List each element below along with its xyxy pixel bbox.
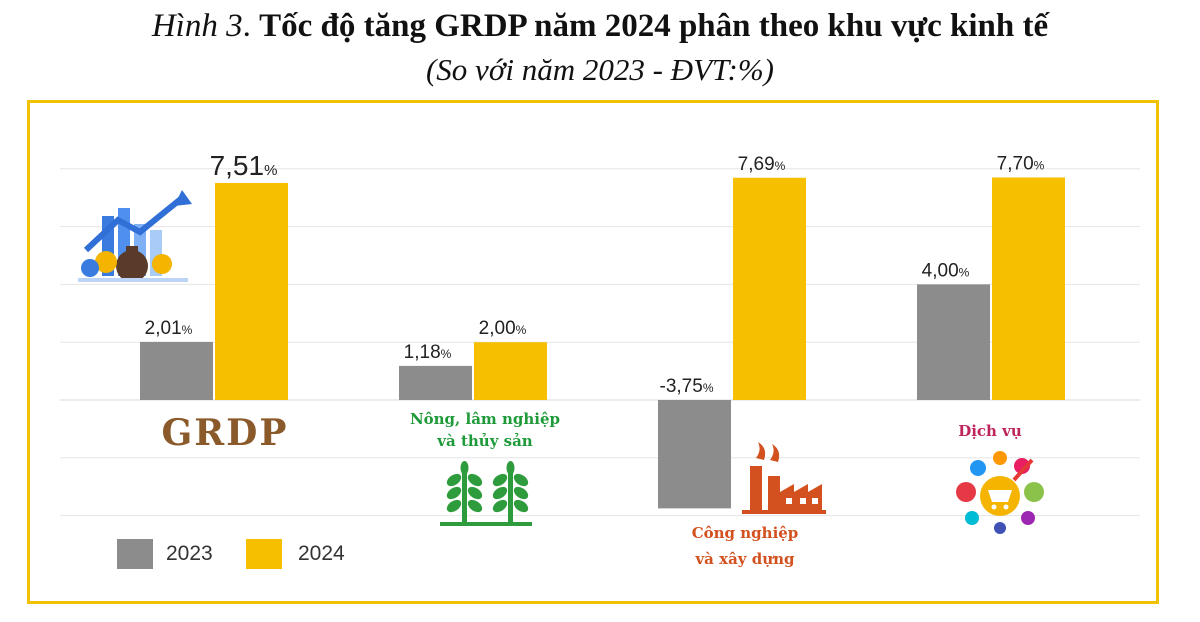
data-label-2024-2: 7,69% [738, 154, 786, 175]
data-label-unit: % [959, 265, 970, 279]
data-label-2023-0: 2,01% [145, 318, 193, 339]
data-labels: 2,01%1,18%-3,75%4,00%7,51%2,00%7,69% 7,70… [145, 150, 1045, 397]
wheat-icon [440, 461, 532, 526]
data-label-unit: % [703, 381, 714, 395]
bar-2023-3 [917, 284, 990, 400]
figure-number: Hình 3 [151, 8, 243, 44]
chart-subtitle: (So với năm 2023 - ĐVT:%) [425, 52, 775, 87]
data-label-2023-1: 1,18% [404, 342, 452, 363]
data-label-value: 2,00 [479, 318, 516, 339]
data-label-value: 7,69 [738, 154, 775, 175]
bar-2023-0 [140, 341, 213, 400]
data-label-value: -3,75 [660, 376, 703, 397]
bar-2023-2 [658, 400, 731, 509]
category-label-grdp: GRDP [161, 412, 289, 454]
legend-label-2023: 2023 [166, 542, 213, 565]
chart-title: Hình 3. Tốc độ tăng GRDP năm 2024 phân t… [151, 8, 1049, 44]
category-label-industry: Công nghiệp và xây dựng [691, 524, 799, 568]
data-label-2024-3: 7,70% [997, 153, 1045, 174]
data-label-2023-2: -3,75% [660, 376, 714, 397]
data-label-unit: % [441, 347, 452, 361]
data-label-unit: % [1034, 158, 1045, 172]
bar-2024-2 [733, 177, 806, 400]
data-label-unit: % [516, 323, 527, 337]
data-label-value: 2,01 [145, 318, 182, 339]
chart-frame [27, 100, 1159, 604]
data-label-unit: % [264, 162, 277, 179]
data-label-value: 4,00 [922, 260, 959, 281]
data-label-value: 1,18 [404, 342, 441, 363]
bar-2023-1 [399, 365, 472, 400]
shopping-services-icon [956, 451, 1044, 534]
data-label-value: 7,70 [997, 153, 1034, 174]
data-label-2024-1: 2,00% [479, 318, 527, 339]
legend-swatch-2024 [246, 539, 282, 569]
legend-swatch-2023 [117, 539, 153, 569]
category-label-services: Dịch vụ [958, 422, 1022, 440]
data-label-unit: % [775, 159, 786, 173]
data-label-2023-3: 4,00% [922, 260, 970, 281]
data-label-2024-0: 7,51% [210, 150, 278, 181]
finance-icon [78, 190, 192, 282]
bar-2024-0 [215, 182, 288, 400]
data-label-unit: % [182, 323, 193, 337]
data-label-value: 7,51 [210, 150, 265, 181]
bars [140, 177, 1065, 509]
factory-icon [742, 442, 826, 514]
bar-2024-1 [474, 342, 547, 400]
legend-label-2024: 2024 [298, 542, 345, 565]
category-label-agriculture: Nông, lâm nghiệp và thủy sản [409, 410, 561, 450]
bar-2024-3 [992, 177, 1065, 400]
title-text: Tốc độ tăng GRDP năm 2024 phân theo khu … [259, 8, 1049, 44]
